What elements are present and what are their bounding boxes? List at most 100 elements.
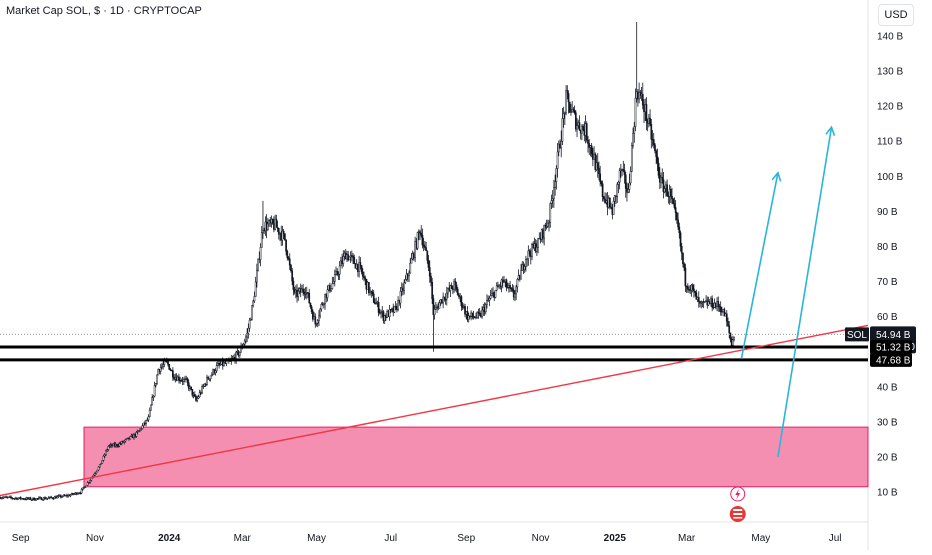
- candle-body: [414, 241, 416, 258]
- candle-body: [548, 222, 550, 224]
- flag-stripe: [733, 517, 743, 519]
- candle-body: [135, 432, 138, 437]
- candle-body: [105, 450, 107, 456]
- candle-body: [90, 477, 93, 481]
- candle-body: [676, 212, 678, 221]
- candle-body: [733, 336, 735, 341]
- candle-body: [33, 497, 35, 501]
- candle-body: [393, 305, 396, 313]
- candle-body: [654, 144, 656, 152]
- level-upper-label: 51.32 B: [876, 343, 911, 354]
- candle-body: [159, 367, 162, 372]
- candle-body: [609, 198, 611, 208]
- candle-body: [632, 133, 634, 146]
- candle-body: [677, 219, 679, 228]
- candle-body: [693, 288, 695, 292]
- candle-body: [424, 245, 426, 248]
- candle-body: [117, 445, 119, 447]
- candle-body: [488, 298, 491, 301]
- candle-body: [248, 319, 251, 329]
- candle-body: [34, 499, 37, 501]
- candle-body: [245, 336, 247, 342]
- candle-body: [352, 255, 354, 258]
- candle-body: [628, 182, 631, 190]
- currency-button[interactable]: USD: [878, 4, 914, 26]
- projection-arrow-1: [740, 172, 779, 359]
- candle-body: [719, 306, 722, 313]
- candle-body: [556, 151, 559, 169]
- candle-body: [570, 111, 572, 114]
- candle-body: [725, 313, 728, 322]
- candle-body: [655, 150, 658, 157]
- candle-body: [525, 258, 527, 267]
- candle-body: [600, 181, 603, 185]
- candles: [0, 21, 735, 501]
- candle-body: [172, 370, 174, 378]
- candle-body: [669, 189, 672, 197]
- candle-body: [594, 153, 597, 170]
- symbol-tag: [845, 327, 869, 342]
- x-tick-label: Nov: [86, 533, 104, 544]
- candle-body: [153, 385, 156, 397]
- candle-body: [711, 298, 714, 308]
- candle-body: [554, 181, 556, 188]
- chart-title: Market Cap SOL, $ · 1D · CRYPTOCAP: [6, 5, 202, 17]
- candle-body: [142, 422, 145, 426]
- candle-body: [421, 235, 424, 246]
- candle-body: [673, 203, 676, 208]
- candle-body: [102, 455, 105, 461]
- candle-body: [156, 374, 158, 384]
- candle-body: [10, 496, 12, 498]
- candle-body: [657, 162, 660, 176]
- candle-body: [182, 379, 185, 382]
- x-tick-label: Jul: [384, 533, 397, 544]
- candle-body: [370, 290, 373, 293]
- candle-body: [252, 300, 255, 307]
- candle-body: [118, 443, 121, 447]
- candle-body: [442, 296, 444, 304]
- y-tick-label: 20 B: [877, 452, 898, 463]
- candle-body: [432, 298, 435, 315]
- candle-body: [210, 373, 213, 377]
- candle-body: [193, 394, 196, 397]
- candle-body: [700, 302, 703, 304]
- candle-body: [196, 398, 199, 401]
- candle-body: [287, 257, 290, 260]
- candle-body: [238, 351, 241, 356]
- candle-body: [152, 395, 155, 398]
- candle-body: [17, 498, 20, 500]
- candle-body: [281, 230, 284, 241]
- candle-body: [674, 207, 677, 214]
- candle-body: [103, 454, 106, 457]
- candle-body: [528, 250, 531, 255]
- x-tick-label: 2024: [158, 533, 181, 544]
- candle-body: [218, 362, 220, 365]
- candle-body: [650, 123, 653, 140]
- candle-body: [56, 496, 59, 499]
- candle-body: [564, 112, 566, 114]
- projection-arrowhead-1: [771, 171, 782, 182]
- candle-body: [443, 296, 446, 300]
- candle-body: [178, 376, 180, 381]
- candle-body: [100, 463, 102, 465]
- x-tick-label: Sep: [457, 533, 475, 544]
- candle-body: [587, 139, 589, 144]
- candle-body: [333, 274, 336, 282]
- candle-body: [649, 117, 651, 125]
- candle-body: [318, 315, 320, 321]
- candle-body: [410, 258, 413, 264]
- candle-body: [694, 290, 696, 293]
- x-tick-label: Nov: [532, 533, 550, 544]
- candle-body: [307, 292, 309, 294]
- flag-stripe: [733, 509, 743, 511]
- candle-body: [464, 306, 466, 315]
- candle-body: [259, 247, 262, 260]
- candle-body: [536, 247, 538, 252]
- candle-body: [685, 285, 688, 288]
- candle-body: [215, 365, 218, 372]
- y-tick-label: 70 B: [877, 277, 898, 288]
- candle-body: [697, 297, 700, 302]
- candle-body: [641, 93, 644, 106]
